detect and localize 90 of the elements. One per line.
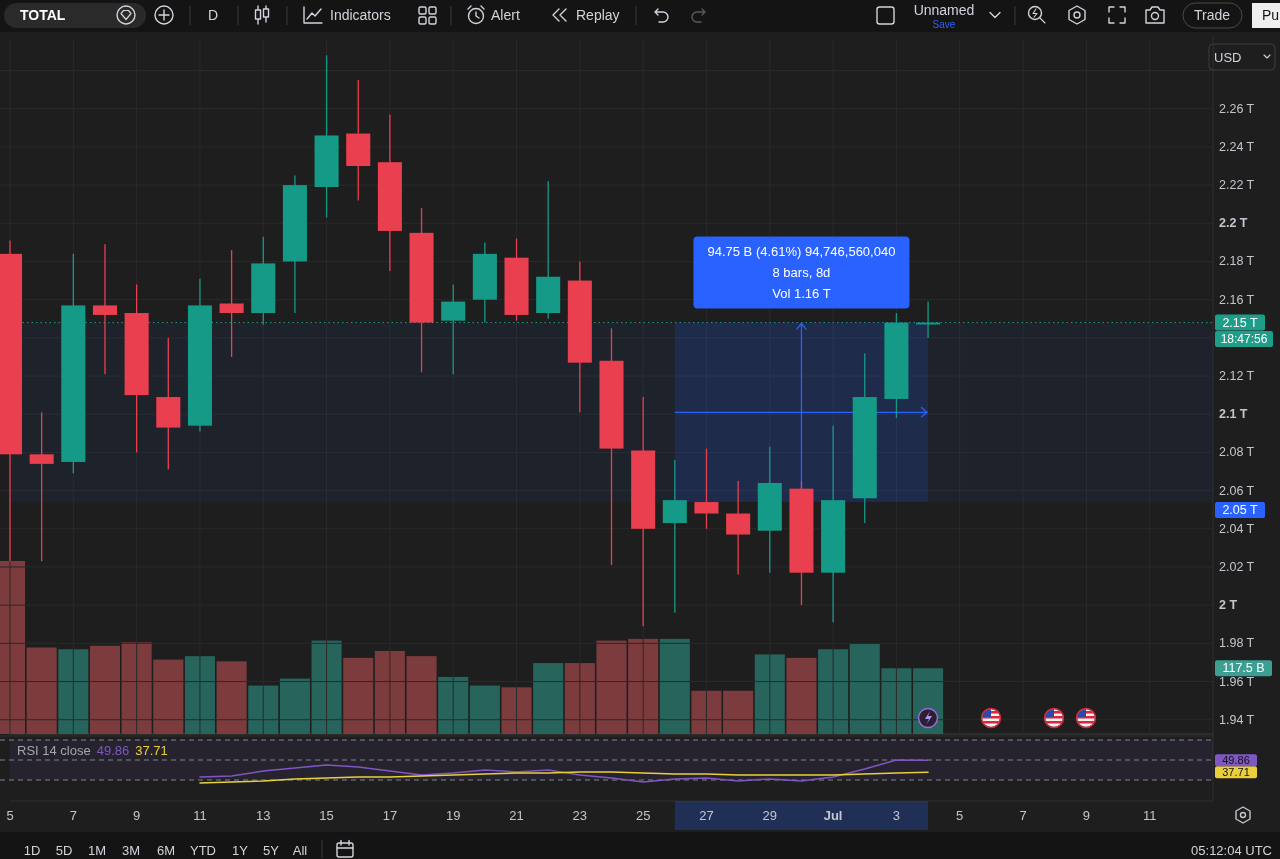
x-tick-label: Jul (823, 807, 843, 823)
text: 18:47:56 (1220, 332, 1268, 346)
x-tick-label: 11 (193, 807, 207, 823)
bar (533, 663, 564, 734)
x-tick-label: 29 (762, 807, 778, 823)
annotation: Vol 1.16 T (772, 286, 831, 302)
y-tick-label: 2.04 T (1219, 521, 1255, 536)
bar (754, 654, 785, 734)
text: Save (932, 18, 956, 30)
x-tick-label: 9 (133, 807, 141, 823)
text: Indicators (330, 7, 391, 23)
x-tick-label: 23 (572, 807, 588, 823)
chart-title: RSI 14 close (17, 742, 91, 758)
y-tick-label: 49.86 (1222, 754, 1250, 767)
bar (343, 657, 374, 734)
text: 1Y (232, 842, 249, 858)
text: 6M (156, 842, 176, 858)
bar (438, 676, 469, 734)
text: Pu (1262, 7, 1280, 23)
x-tick-label: 19 (445, 807, 461, 823)
text: 5Y (263, 842, 280, 858)
line-series (199, 759, 929, 783)
y-tick-label: 2.26 T (1219, 101, 1255, 116)
bar (659, 638, 690, 734)
bar (786, 657, 817, 734)
x-tick-label: 17 (382, 807, 398, 823)
y-tick-label: 2.08 T (1219, 445, 1255, 460)
text: Alert (491, 7, 520, 23)
x-tick-label: 5 (956, 807, 964, 823)
bar (406, 656, 437, 734)
bar (279, 678, 310, 734)
x-tick-label: 5 (6, 807, 14, 823)
band-label: 2.05 T (1222, 503, 1258, 518)
x-tick-label: 13 (256, 807, 271, 823)
bar (184, 656, 215, 734)
y-tick-label: 2.12 T (1219, 369, 1255, 384)
annotation: 49.86 (96, 742, 130, 758)
annotation: 94.75 B (4.61%) 94,746,560,040 (707, 244, 896, 260)
bar (469, 685, 500, 734)
bar (248, 685, 279, 734)
y-tick-label: 2.18 T (1219, 254, 1255, 269)
y-tick-label: 1.96 T (1219, 674, 1255, 689)
chart-title: TOTAL (20, 7, 66, 23)
text: YTD (190, 842, 216, 858)
bar (89, 645, 121, 734)
y-tick-label: 1.94 T (1219, 712, 1255, 727)
bar (374, 650, 405, 734)
bar (501, 687, 532, 734)
y-tick-label: 2.1 T (1219, 407, 1248, 422)
y-tick-label: 37.71 (1222, 766, 1250, 779)
bar (216, 661, 247, 734)
text: 1M (87, 842, 107, 858)
x-tick-label: 9 (1082, 807, 1090, 823)
x-tick-label: 21 (509, 807, 524, 823)
x-tick-label: 15 (319, 807, 334, 823)
x-tick-label: 27 (699, 807, 714, 823)
y-tick-label: 2 T (1219, 598, 1238, 613)
y-tick-label: 2.06 T (1219, 483, 1255, 498)
annotation: 8 bars, 8d (772, 265, 831, 281)
line-series (199, 771, 929, 784)
candlestick (219, 249, 244, 358)
y-tick-label: 2.16 T (1219, 292, 1255, 307)
y-tick-label: 1.98 T (1219, 636, 1255, 651)
y-tick-label: 2.22 T (1219, 178, 1255, 193)
text: D (207, 7, 219, 23)
x-tick-label: 25 (635, 807, 651, 823)
text: Trade (1193, 7, 1231, 23)
candlestick (29, 411, 54, 562)
x-tick-label: 7 (1019, 807, 1027, 823)
annotation: 37.71 (135, 742, 168, 758)
text: 3M (121, 842, 141, 858)
bar (818, 649, 849, 734)
y-tick-label: 2.24 T (1219, 139, 1255, 154)
x-tick-label: 7 (69, 807, 77, 823)
text: 117.5 B (1222, 661, 1265, 676)
text: Replay (576, 7, 620, 23)
y-tick-label: 2.02 T (1219, 559, 1255, 574)
bar (58, 649, 89, 734)
text: 05:12:04 UTC (1191, 842, 1272, 858)
y-tick-label: 2.2 T (1219, 216, 1248, 231)
text: USD (1214, 49, 1242, 65)
text: 1D (23, 842, 41, 858)
text: 5D (55, 842, 73, 858)
text: All (292, 842, 308, 858)
bar (311, 640, 342, 734)
ref-line-label: 2.15 T (1222, 315, 1258, 330)
text: Unnamed (913, 2, 975, 18)
x-tick-label: 3 (892, 807, 901, 823)
candlestick (92, 243, 117, 375)
x-tick-label: 11 (1142, 807, 1157, 823)
